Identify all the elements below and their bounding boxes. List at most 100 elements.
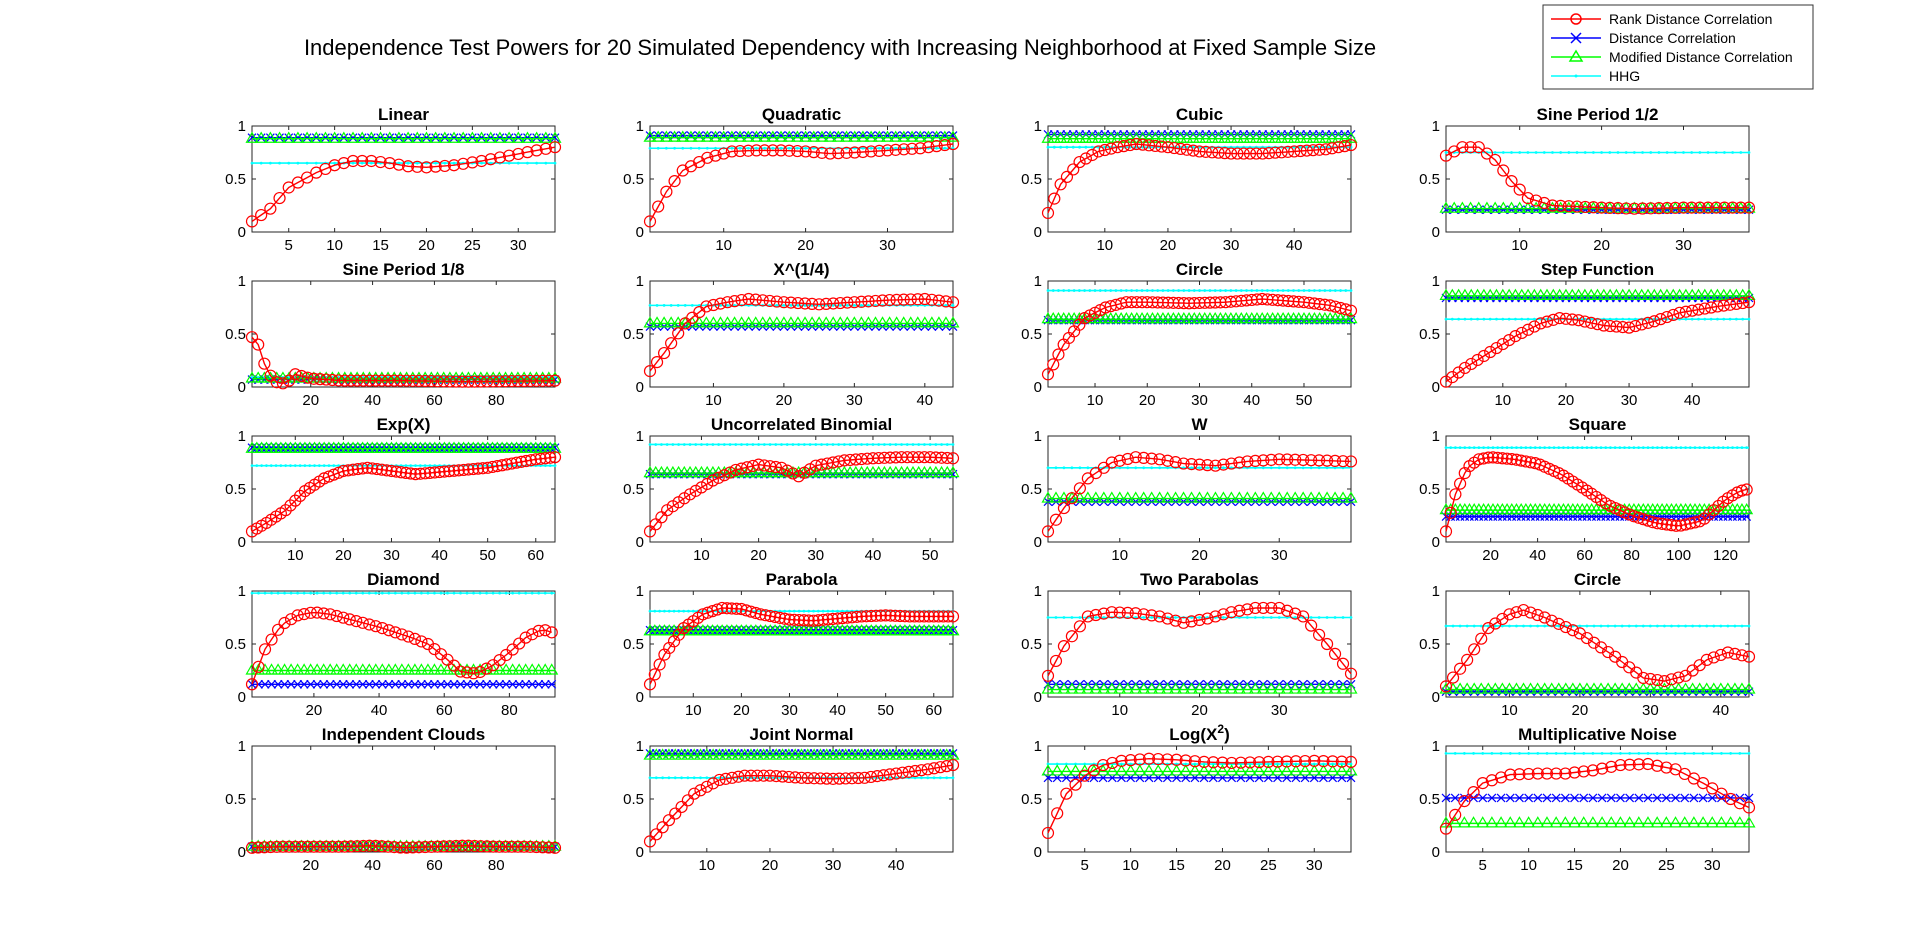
x-tick-label: 40 <box>1243 392 1260 409</box>
x-tick-label: 10 <box>1096 237 1113 254</box>
dcorr-marker <box>357 133 367 143</box>
rank-marker <box>723 466 737 479</box>
subplot-title: Uncorrelated Binomial <box>711 415 892 434</box>
hhg-marker <box>682 609 686 613</box>
hhg-marker <box>1519 446 1523 450</box>
rank-marker <box>1224 147 1238 160</box>
hhg-marker <box>738 146 742 150</box>
y-tick-label: 1 <box>1034 583 1042 600</box>
mdcorr-marker <box>1584 288 1598 300</box>
hhg-marker <box>677 443 680 446</box>
rank-marker <box>1497 164 1510 177</box>
hhg-marker <box>1609 446 1612 450</box>
mdcorr-marker <box>282 131 296 143</box>
mdcorr-marker <box>946 465 960 478</box>
mdcorr-marker <box>1161 491 1175 503</box>
hhg-marker <box>367 591 371 595</box>
hhg-marker <box>1104 289 1107 292</box>
rank-marker <box>784 296 798 309</box>
mdcorr-marker <box>1597 288 1611 300</box>
rank-marker <box>388 374 401 387</box>
mdcorr-marker <box>1647 288 1661 300</box>
x-tick-label: 15 <box>372 237 389 254</box>
hhg-marker <box>774 443 778 446</box>
x-tick-label: 60 <box>1576 547 1593 564</box>
rank-marker <box>1622 321 1636 334</box>
x-tick-label: 10 <box>715 237 732 254</box>
rank-marker <box>283 374 296 387</box>
rank-marker <box>487 375 500 388</box>
hhg-marker <box>1738 752 1742 755</box>
hhg-marker <box>374 591 378 595</box>
rank-marker <box>1547 313 1560 326</box>
hhg-marker <box>1309 466 1313 470</box>
rank-marker <box>419 374 432 388</box>
hhg-marker <box>1463 317 1467 321</box>
hhg-marker <box>1083 289 1086 292</box>
mdcorr-marker <box>733 130 747 142</box>
dcorr-marker <box>366 133 376 143</box>
subplot: Diamond 0 0.5 1 20 40 60 80 <box>225 570 559 719</box>
rank-marker <box>1705 301 1718 314</box>
mdcorr-marker <box>475 131 489 143</box>
rank-marker <box>865 145 878 158</box>
hhg-marker <box>789 303 793 307</box>
hhg-marker <box>298 464 302 468</box>
hhg-marker <box>1156 289 1160 292</box>
hhg-marker <box>785 443 789 446</box>
hhg-marker <box>694 443 698 446</box>
mdcorr-marker <box>1455 201 1469 213</box>
mdcorr-marker <box>245 131 259 143</box>
hhg-marker <box>1524 446 1528 450</box>
legend-entry: Distance Correlation <box>1551 30 1736 46</box>
hhg-marker <box>1046 466 1050 470</box>
rank-marker <box>491 460 504 473</box>
hhg-marker <box>1508 752 1512 755</box>
rank-marker <box>1521 323 1535 336</box>
mdcorr-marker <box>725 130 739 142</box>
rank-line <box>1445 146 1749 210</box>
rank-marker <box>1121 452 1134 466</box>
hhg-marker <box>1328 289 1332 292</box>
mdcorr-marker <box>684 130 698 142</box>
rank-marker <box>1199 145 1212 158</box>
hhg-marker <box>1664 752 1668 755</box>
hhg-marker <box>1637 752 1641 755</box>
hhg-marker <box>260 464 264 468</box>
rank-marker <box>390 465 403 478</box>
mdcorr-marker <box>890 316 904 328</box>
rank-marker <box>1679 305 1692 318</box>
mdcorr-marker <box>918 316 932 328</box>
rank-marker <box>510 456 523 469</box>
mdcorr-marker <box>1205 131 1219 143</box>
mdcorr-marker <box>374 131 388 143</box>
mdcorr-marker <box>1079 131 1093 143</box>
rank-marker <box>289 494 302 507</box>
mdcorr-marker <box>1590 288 1605 300</box>
hhg-marker <box>1624 151 1628 154</box>
hhg-marker <box>951 303 955 307</box>
hhg-marker <box>746 146 750 150</box>
mdcorr-marker <box>840 316 854 328</box>
mdcorr-marker <box>819 316 833 328</box>
rank-marker <box>370 462 384 476</box>
mdcorr-marker <box>833 316 847 328</box>
x-tick-label: 30 <box>1271 547 1288 564</box>
hhg-marker <box>1543 624 1547 628</box>
mdcorr-marker <box>328 131 342 143</box>
rank-marker <box>725 145 738 158</box>
hhg-marker <box>480 161 483 165</box>
mdcorr-marker <box>1578 288 1592 300</box>
rank-marker <box>848 296 861 309</box>
hhg-marker <box>1690 317 1694 321</box>
hhg-marker <box>1234 289 1238 292</box>
rank-marker <box>351 462 364 476</box>
rank-marker <box>733 144 747 158</box>
hhg-marker <box>553 464 557 468</box>
rank-marker <box>1611 202 1625 215</box>
x-tick-label: 20 <box>302 857 319 874</box>
subplot: Joint Normal 0 0.5 1 10 20 30 40 <box>623 725 960 874</box>
hhg-marker <box>671 443 675 446</box>
mdcorr-marker <box>1081 491 1095 503</box>
mdcorr-marker <box>798 316 812 328</box>
